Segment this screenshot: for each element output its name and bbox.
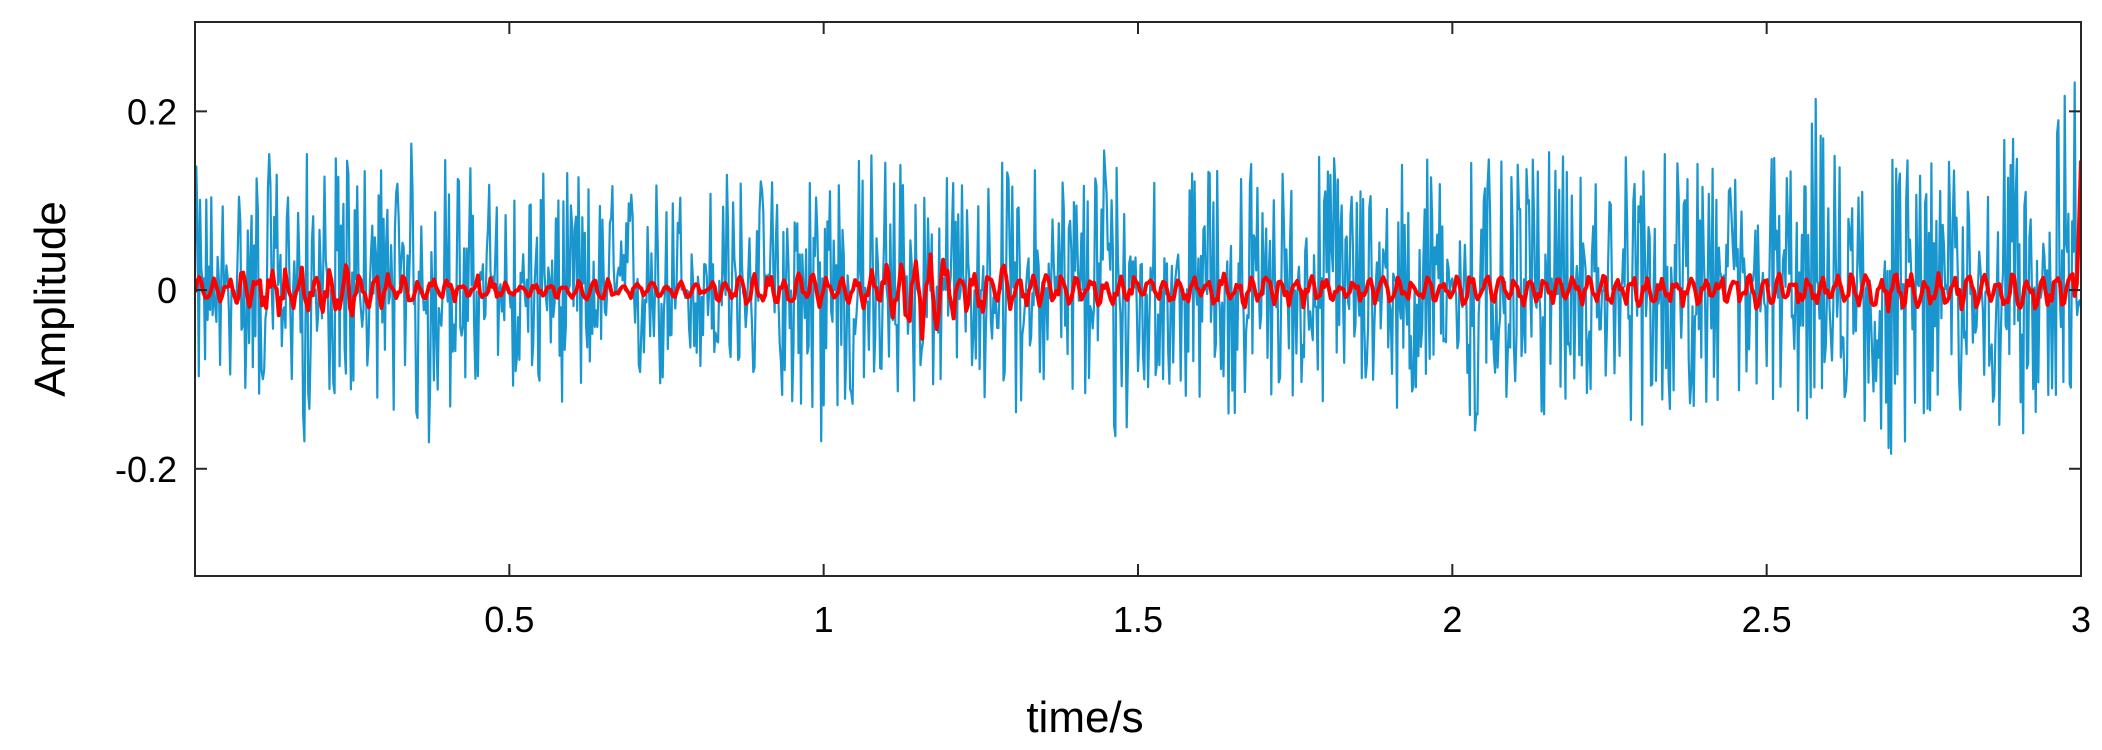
x-axis-label: time/s — [1026, 693, 1143, 742]
x-tick-label: 1 — [814, 599, 834, 640]
y-axis-label: Amplitude — [26, 201, 75, 397]
axes-layer: 0.5 1 1.5 2 2.5 3 0.2 0 -0.2 — [115, 21, 2091, 640]
series-line-red — [195, 160, 2081, 341]
x-tick-label: 2 — [1442, 599, 1462, 640]
y-tick-label: 0 — [157, 270, 177, 311]
x-tick-label: 3 — [2071, 599, 2091, 640]
x-tick-label: 2.5 — [1742, 599, 1792, 640]
y-tick-label: 0.2 — [127, 91, 177, 132]
x-tick-label: 1.5 — [1113, 599, 1163, 640]
series-layer — [195, 81, 2081, 455]
y-tick-label: -0.2 — [115, 449, 177, 490]
x-tick-label: 0.5 — [484, 599, 534, 640]
